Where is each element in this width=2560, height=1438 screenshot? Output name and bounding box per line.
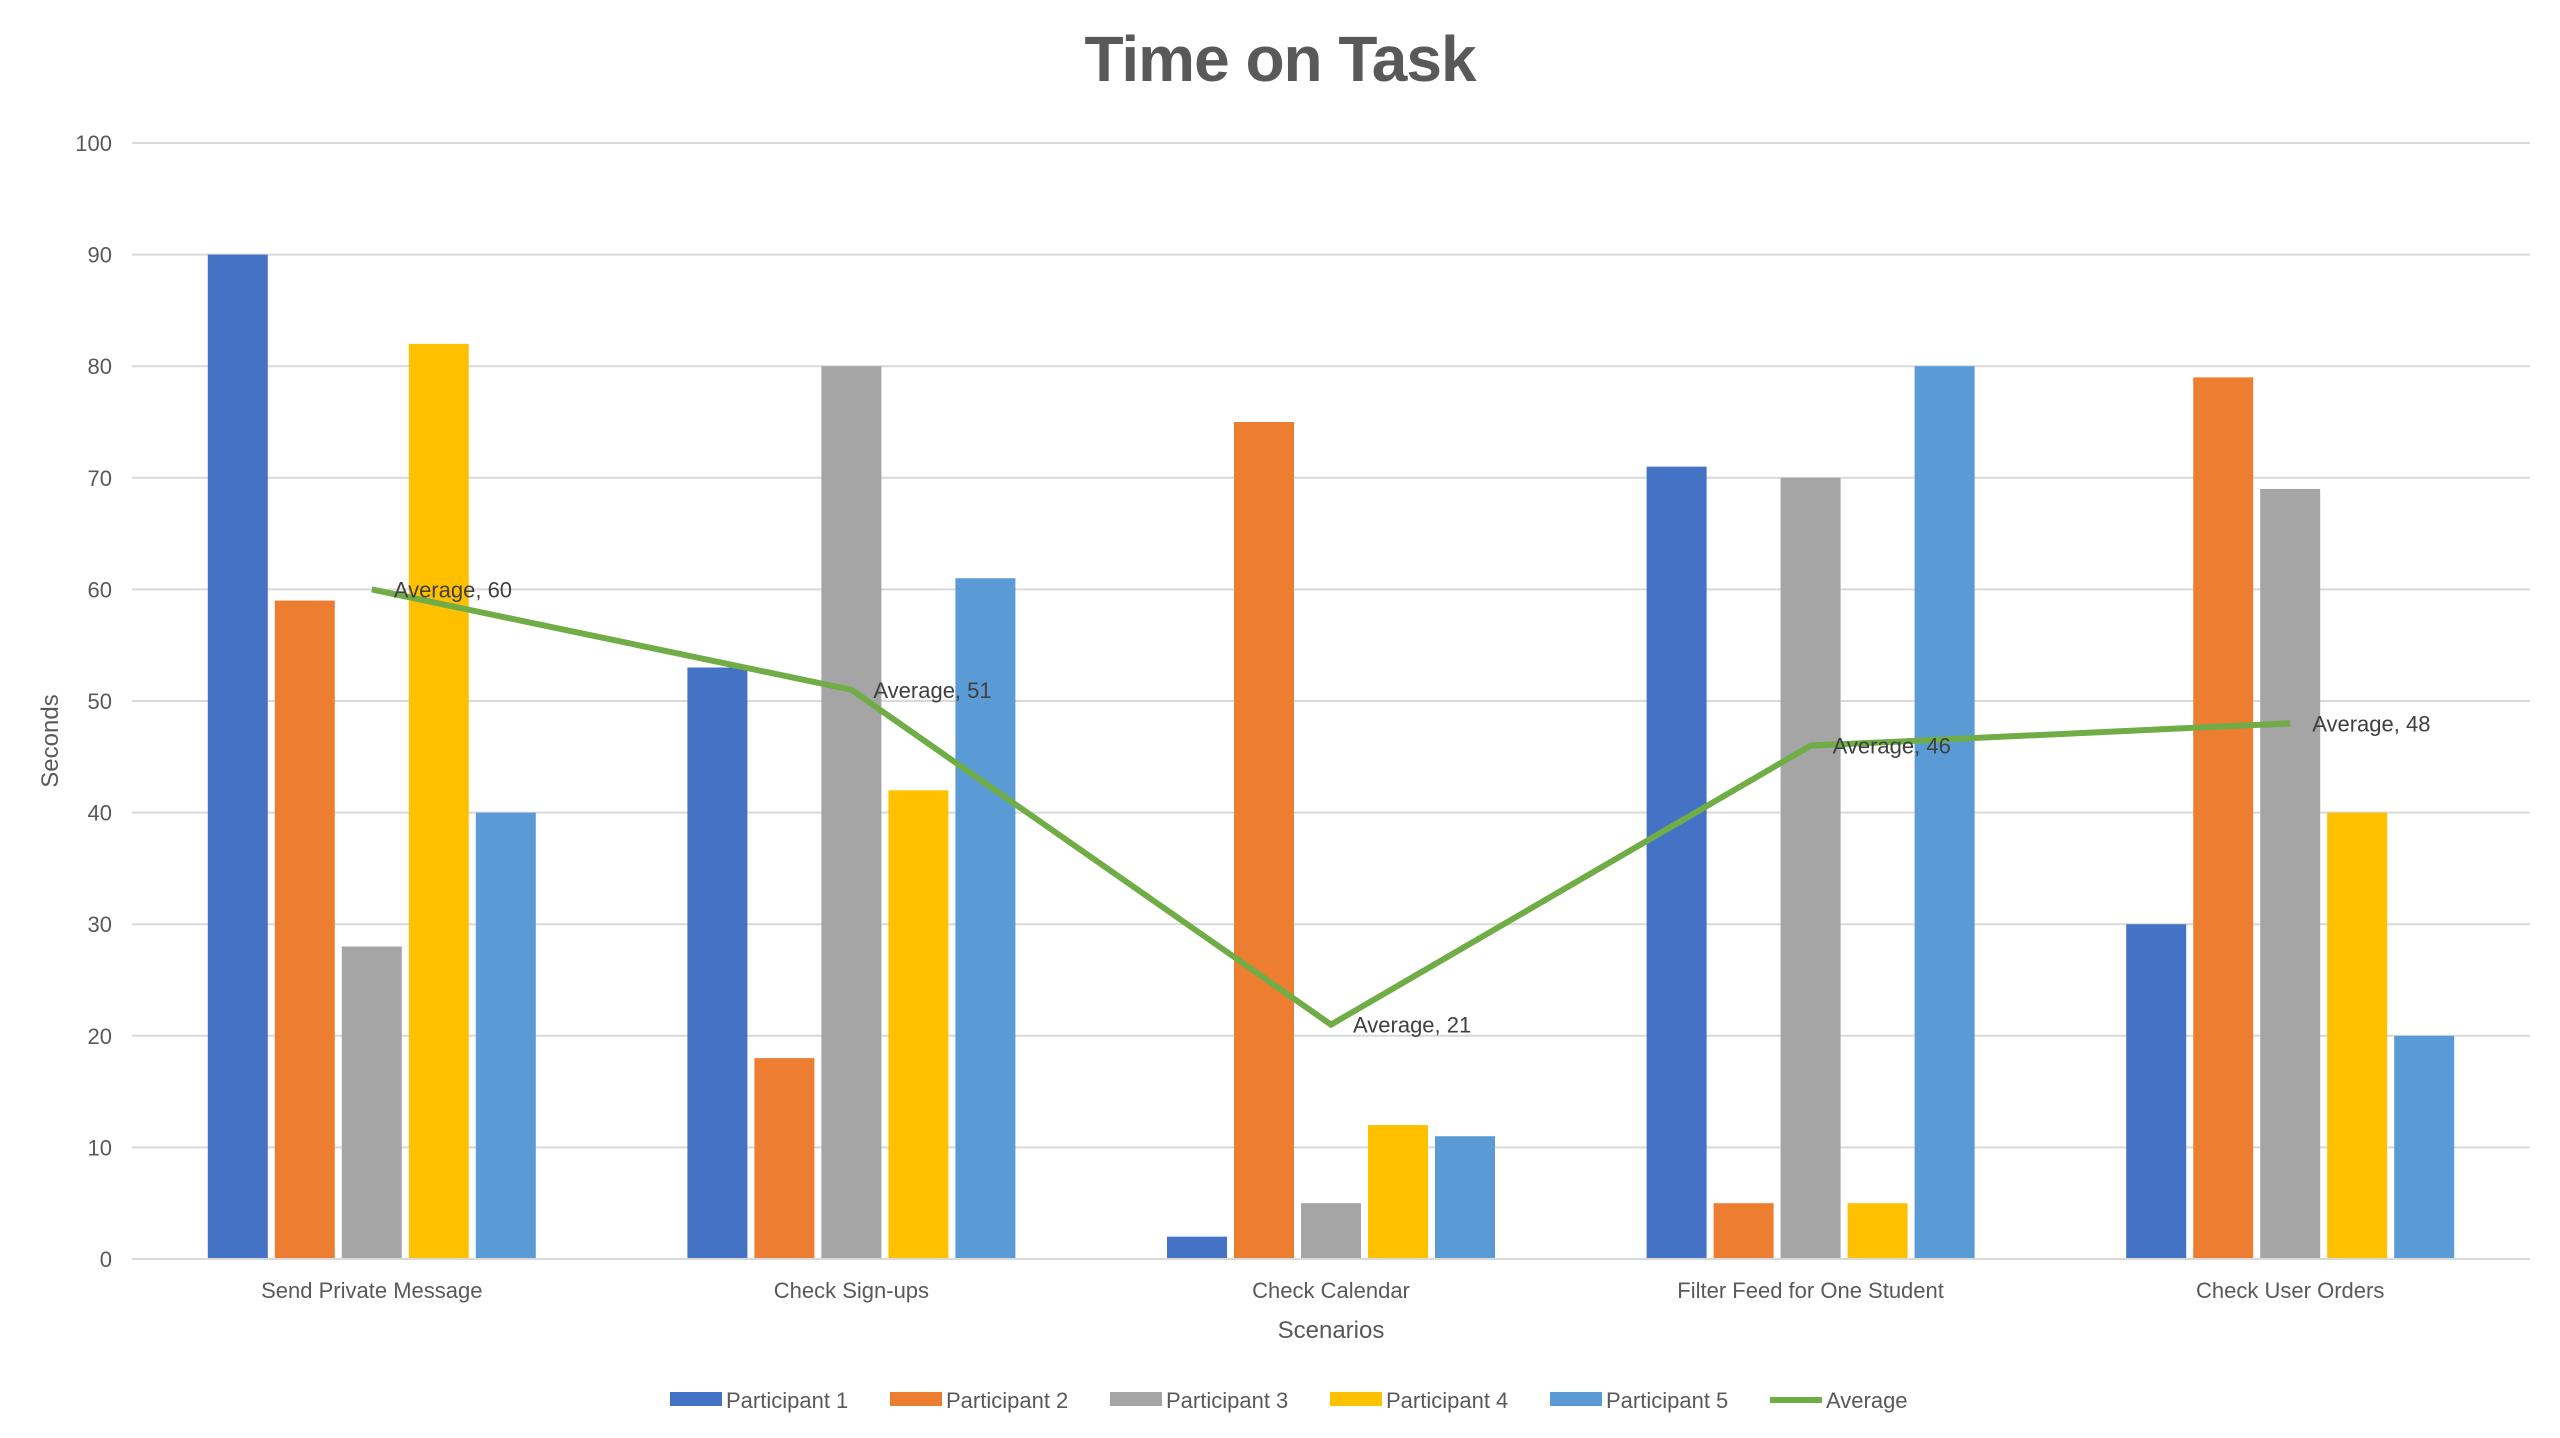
bar-participant-1 — [687, 667, 748, 1259]
legend-swatch — [670, 1392, 722, 1406]
bar-participant-3 — [341, 946, 402, 1259]
data-label-average: Average, 21 — [1353, 1013, 1471, 1038]
bar-participant-4 — [1368, 1125, 1428, 1259]
legend-entry: Participant 3 — [1166, 1388, 1288, 1413]
bar-participant-4 — [1847, 1203, 1908, 1259]
legend-entry: Participant 5 — [1606, 1388, 1728, 1413]
bar-participant-1 — [207, 254, 268, 1260]
bar-participant-3 — [1301, 1203, 1361, 1259]
y-tick-label: 30 — [88, 912, 112, 937]
bar-participant-4 — [408, 343, 469, 1259]
legend-entry: Participant 1 — [726, 1388, 848, 1413]
bar-participant-5 — [1914, 366, 1975, 1259]
x-tick-label: Filter Feed for One Student — [1677, 1278, 1944, 1303]
chart-title: Time on Task — [1084, 23, 1476, 95]
x-tick-label: Check Sign-ups — [774, 1278, 929, 1303]
legend-entry: Participant 4 — [1386, 1388, 1508, 1413]
legend-entry: Participant 2 — [946, 1388, 1068, 1413]
x-tick-label: Check User Orders — [2196, 1278, 2384, 1303]
x-tick-label: Send Private Message — [261, 1278, 482, 1303]
bar-participant-4 — [888, 790, 949, 1259]
y-tick-label: 70 — [88, 466, 112, 491]
legend-swatch — [1110, 1392, 1162, 1406]
bar-participant-3 — [1780, 477, 1841, 1259]
x-tick-label: Check Calendar — [1252, 1278, 1410, 1303]
y-tick-label: 80 — [88, 354, 112, 379]
bar-participant-2 — [1234, 422, 1294, 1259]
bar-participant-4 — [2327, 812, 2388, 1259]
y-tick-label: 90 — [88, 243, 112, 268]
legend-entry: Average — [1826, 1388, 1908, 1413]
y-tick-label: 60 — [88, 577, 112, 602]
bar-participant-5 — [1435, 1136, 1495, 1259]
legend-swatch — [1550, 1392, 1602, 1406]
bar-participant-1 — [1167, 1236, 1227, 1259]
average-line — [371, 586, 2291, 1029]
bar-participant-2 — [1713, 1203, 1774, 1259]
data-label-average: Average, 51 — [873, 678, 991, 703]
y-axis-label: Seconds — [37, 694, 64, 787]
bar-participant-1 — [2126, 924, 2187, 1259]
y-tick-label: 10 — [88, 1135, 112, 1160]
y-tick-label: 100 — [75, 131, 112, 156]
bar-participant-2 — [274, 600, 335, 1259]
bar-participant-3 — [2260, 488, 2321, 1260]
bar-participant-2 — [754, 1058, 815, 1259]
bar-participant-5 — [955, 578, 1016, 1259]
data-label-average: Average, 60 — [394, 577, 512, 602]
bar-participant-2 — [2193, 377, 2254, 1259]
bar-participant-1 — [1646, 466, 1707, 1259]
bar-participant-3 — [821, 366, 882, 1259]
y-tick-label: 50 — [88, 689, 112, 714]
data-label-average: Average, 48 — [2312, 711, 2430, 736]
bar-participant-5 — [475, 812, 536, 1259]
y-tick-label: 0 — [100, 1247, 112, 1272]
y-tick-label: 40 — [88, 801, 112, 826]
data-label-average: Average, 46 — [1833, 734, 1951, 759]
legend-swatch — [890, 1392, 942, 1406]
x-axis-label: Scenarios — [1278, 1317, 1385, 1344]
bar-participant-5 — [2394, 1035, 2455, 1259]
y-tick-label: 20 — [88, 1024, 112, 1049]
legend-swatch — [1330, 1392, 1382, 1406]
